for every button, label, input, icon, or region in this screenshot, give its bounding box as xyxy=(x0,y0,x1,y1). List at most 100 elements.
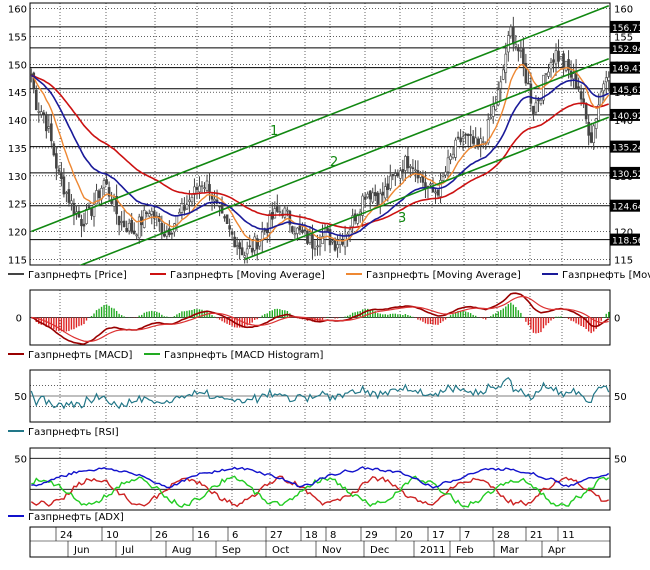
price-bar-body-5 xyxy=(42,112,46,115)
price-bar-body-137 xyxy=(373,192,377,197)
price-bar-body-52 xyxy=(160,222,164,235)
price-bar-body-125 xyxy=(343,235,347,248)
price-y-tick-5: 140 xyxy=(8,116,27,127)
price-bar-body-66 xyxy=(195,187,199,190)
price-bar-body-27 xyxy=(97,190,101,199)
level-box-1 xyxy=(610,41,640,54)
level-box-3 xyxy=(610,82,640,95)
price-bar-body-86 xyxy=(245,248,249,255)
price-bar-body-17 xyxy=(72,203,76,216)
price-bar-body-108 xyxy=(301,229,304,233)
price-bar-body-221 xyxy=(584,102,588,120)
price-bar-body-49 xyxy=(152,211,156,219)
price-bar-body-185 xyxy=(494,102,498,110)
price-bar-body-199 xyxy=(529,83,533,104)
x-axis: 24 10 26 16 6 27 18 8 29 20 17 7 28 21 11 Jun Jul Aug Sep O… xyxy=(29,526,611,558)
price-bar-body-101 xyxy=(283,207,287,218)
price-bar-body-202 xyxy=(537,99,540,102)
price-bar-body-11 xyxy=(57,169,61,172)
price-bar-body-150 xyxy=(406,156,410,169)
price-bar-body-143 xyxy=(389,175,392,189)
level-box-8 xyxy=(610,233,640,246)
price-bar-body-10 xyxy=(55,153,58,169)
level-label-5: 135.24 xyxy=(612,144,644,154)
ma-fast-line xyxy=(30,63,610,243)
macd-legend-label-1: Газпрнефть [MACD Histogram] xyxy=(164,350,323,361)
price-bar-body-201 xyxy=(534,102,538,113)
price-bar-body-132 xyxy=(361,195,364,216)
price-bar-body-8 xyxy=(50,123,53,142)
price-bar-body-187 xyxy=(499,81,503,89)
x-day-label-11: 7 xyxy=(464,530,470,541)
price-bar-body-193 xyxy=(514,43,518,47)
price-bar-body-218 xyxy=(577,86,580,90)
price-bar-body-14 xyxy=(65,192,68,194)
price-bar-body-64 xyxy=(190,196,194,203)
price-bar-body-206 xyxy=(547,71,550,77)
price-bar-body-229 xyxy=(604,77,608,83)
x-month-label-7: 2011 xyxy=(420,545,445,556)
price-bar-body-12 xyxy=(60,173,63,180)
price-bar-body-113 xyxy=(313,248,317,250)
level-box-5 xyxy=(610,140,640,153)
level-label-2: 149.41 xyxy=(612,65,644,75)
price-bar-body-211 xyxy=(559,56,563,60)
price-bar-body-36 xyxy=(120,221,123,223)
price-bar-body-21 xyxy=(82,223,86,227)
price-bar-body-22 xyxy=(85,209,88,224)
price-bar-body-45 xyxy=(142,209,146,228)
price-bar-body-220 xyxy=(582,98,585,103)
price-bar-body-79 xyxy=(228,225,231,230)
price-bar-body-20 xyxy=(80,218,83,227)
rsi-y-tick-right-0: 50 xyxy=(614,392,627,403)
price-bar-body-109 xyxy=(303,229,307,232)
price-bar-body-175 xyxy=(469,134,472,136)
price-bar-body-85 xyxy=(243,255,246,258)
macd-panel: 0 0 Газпрнефть [MACD] Газпрнефть [MACD Hist… xyxy=(8,289,620,361)
price-bar-body-122 xyxy=(336,244,339,249)
price-bar-body-37 xyxy=(122,220,126,228)
price-bar-body-111 xyxy=(308,235,312,243)
price-bar-body-173 xyxy=(464,133,467,136)
channel-label-0: 1 xyxy=(270,124,278,139)
ma-slow-line xyxy=(31,74,610,237)
price-bar-body-228 xyxy=(602,83,606,92)
price-bar-body-190 xyxy=(507,35,510,53)
x-month-label-4: Oct xyxy=(272,545,289,556)
price-bar-body-223 xyxy=(589,132,593,143)
price-bar-body-30 xyxy=(105,179,108,185)
price-bar-body-42 xyxy=(135,234,139,237)
price-bar-body-164 xyxy=(441,176,445,181)
price-bar-body-196 xyxy=(522,47,525,66)
price-bar-body-144 xyxy=(391,174,395,177)
price-bar-body-146 xyxy=(396,172,400,177)
channel-line-0 xyxy=(30,5,610,233)
x-month-label-0: Jun xyxy=(73,545,90,556)
channel-line-2 xyxy=(244,116,610,261)
price-bar-body-184 xyxy=(491,106,495,117)
di-minus-line xyxy=(30,475,609,508)
price-bar-body-186 xyxy=(496,89,500,106)
macd-signal-line xyxy=(31,296,609,342)
price-y-tick-right-0: 115 xyxy=(614,255,633,266)
price-bar-body-183 xyxy=(489,116,493,119)
price-bar-body-78 xyxy=(225,214,229,224)
price-bar-body-140 xyxy=(381,191,385,196)
price-bar-body-115 xyxy=(318,244,322,247)
price-bar-body-2 xyxy=(34,89,38,111)
price-bar-body-70 xyxy=(205,180,209,191)
price-bar-body-205 xyxy=(544,73,548,75)
price-bar-body-192 xyxy=(512,27,515,45)
rsi-y-tick-0: 50 xyxy=(14,392,27,403)
price-bar-body-145 xyxy=(394,173,397,176)
price-bar-body-62 xyxy=(185,204,189,210)
x-day-label-2: 26 xyxy=(155,530,168,541)
price-bars xyxy=(29,16,611,264)
price-bar-body-23 xyxy=(87,206,91,209)
price-bar-body-212 xyxy=(562,53,565,68)
price-bar-body-56 xyxy=(170,232,174,235)
price-bar-body-103 xyxy=(288,210,292,225)
price-bar-body-87 xyxy=(248,245,251,248)
adx-y-tick-right-0: 50 xyxy=(614,454,627,465)
price-bar-body-33 xyxy=(112,197,116,207)
